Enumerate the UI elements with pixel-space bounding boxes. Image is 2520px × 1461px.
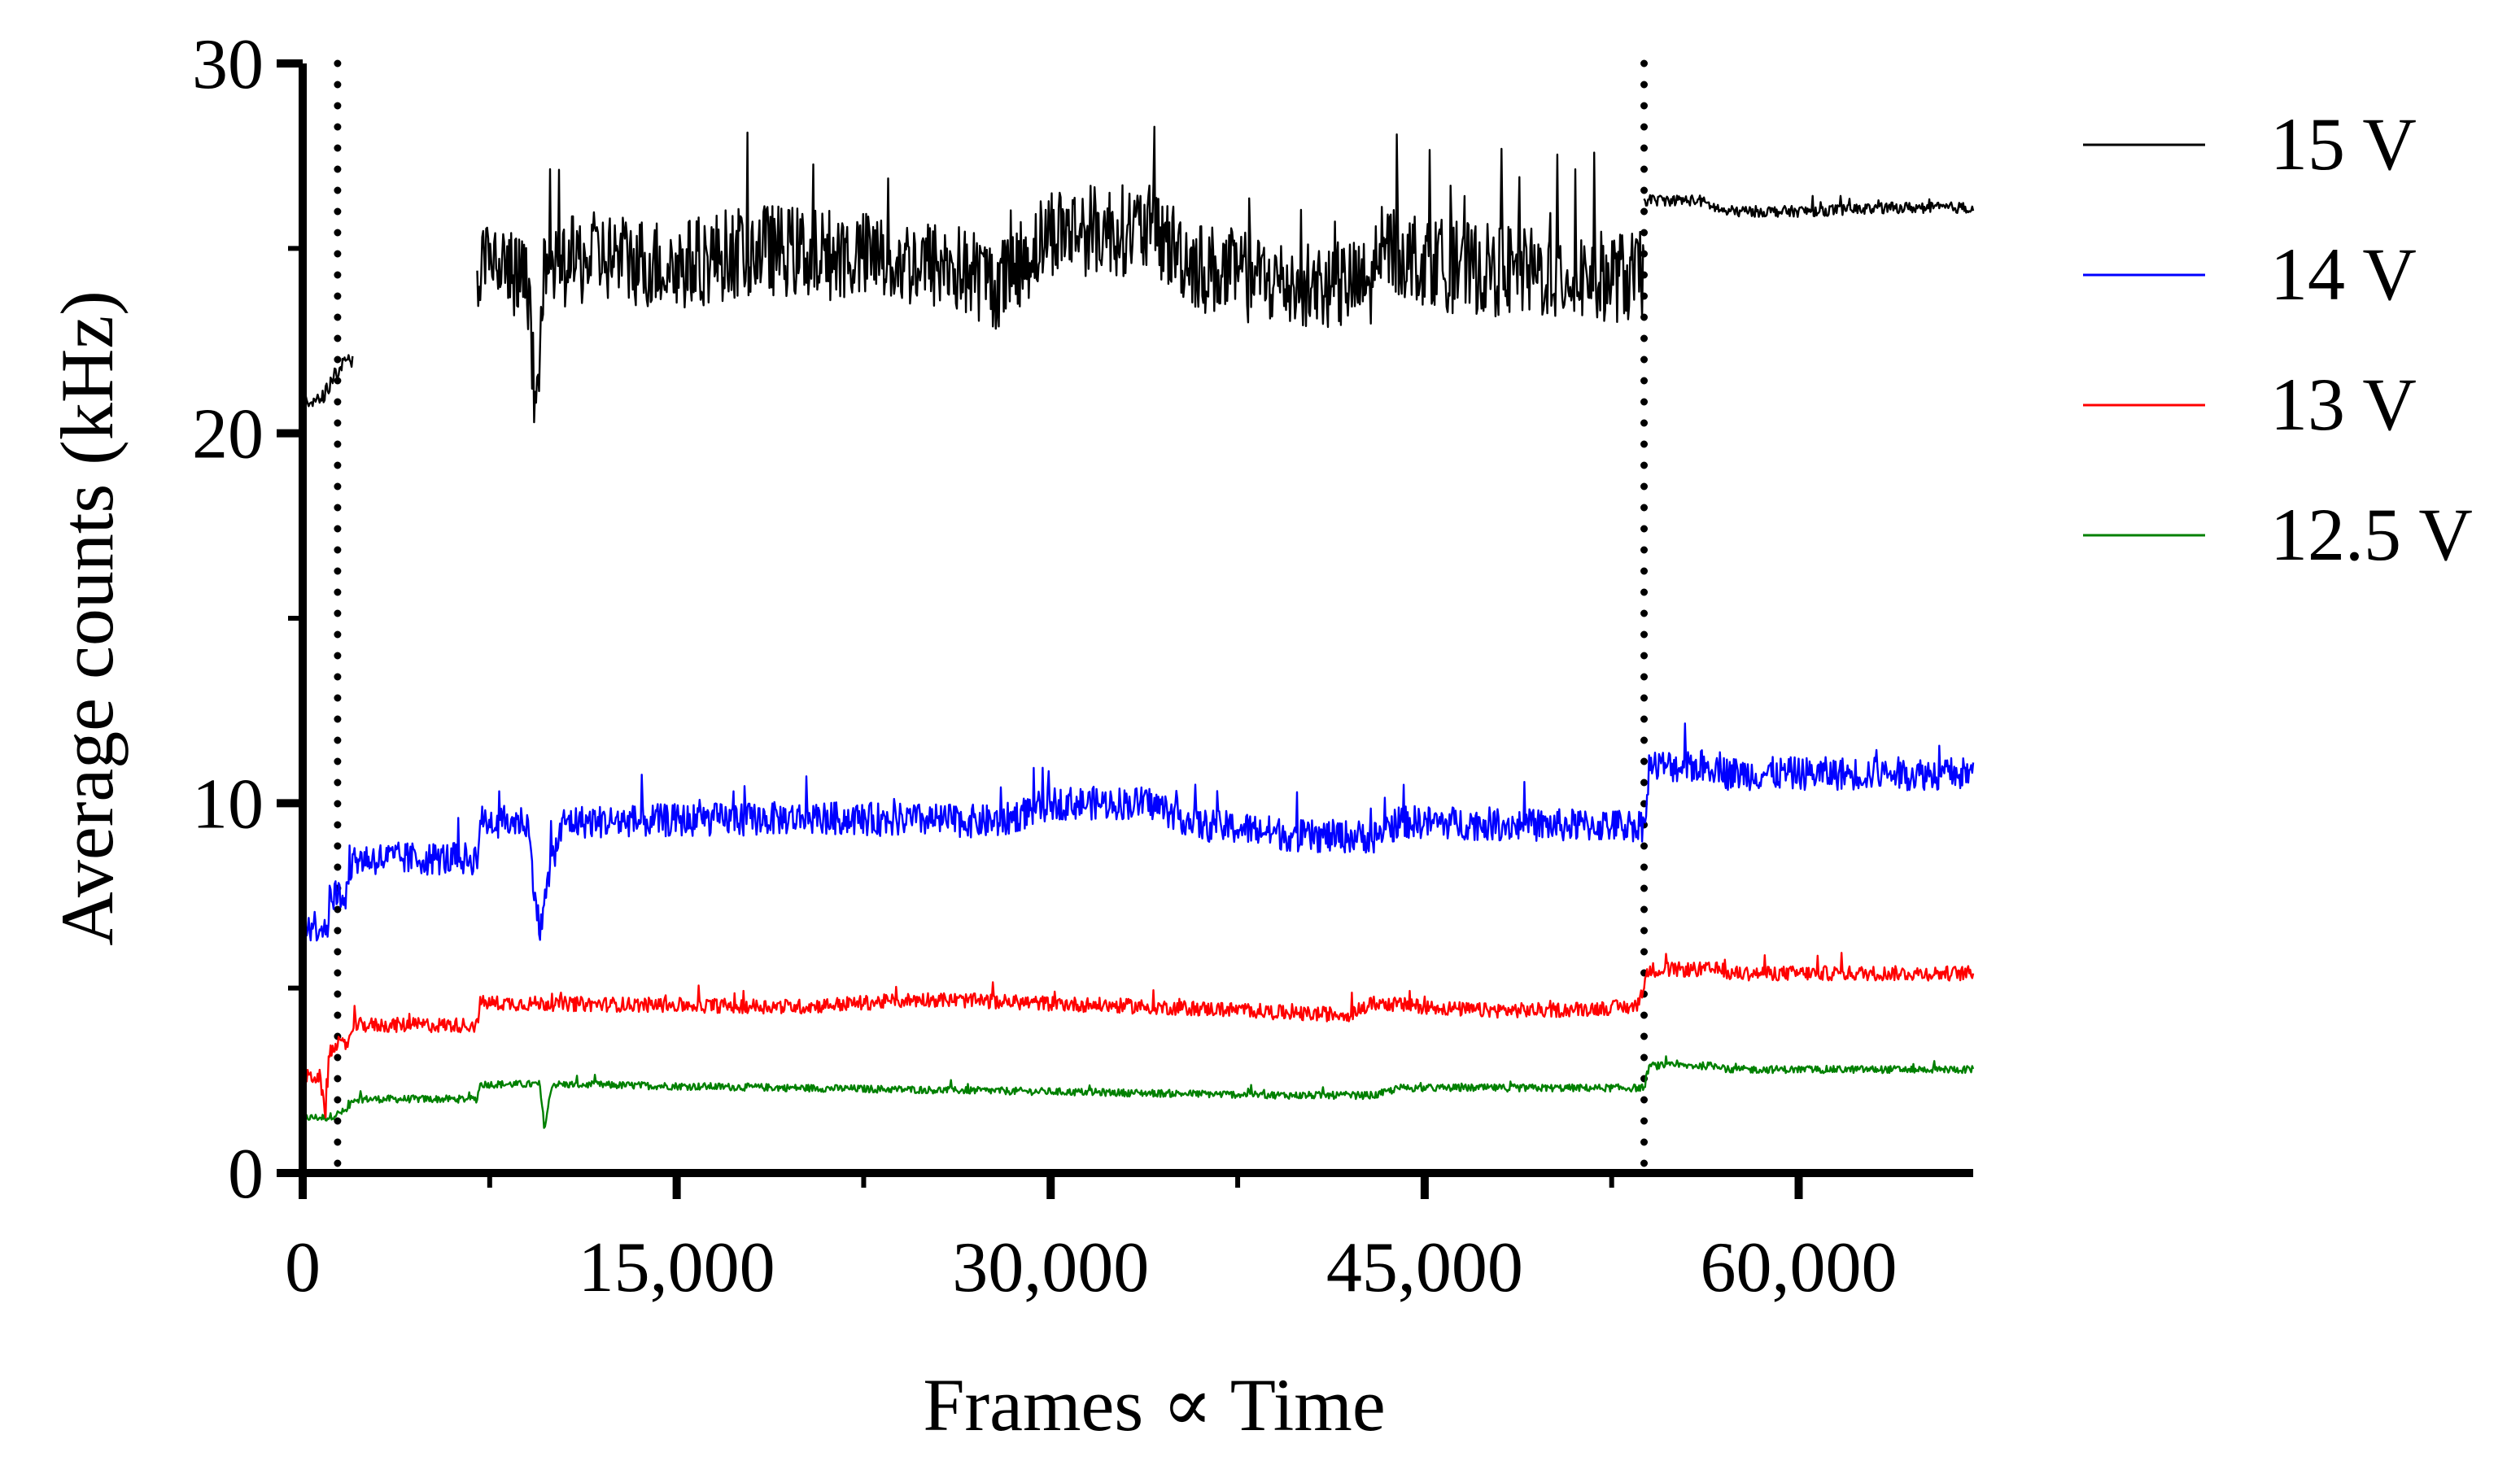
legend-label: 14 V [2270,233,2417,316]
series-13-v [301,952,1975,1119]
series-line [476,125,1645,424]
series-12-5-v [301,1055,1975,1129]
series-15-v [301,125,1975,424]
legend: 15 V 14 V 13 V 12.5 V [2083,102,2473,576]
y-ticks: 0 10 20 30 [192,25,303,1214]
x-ticks: 0 15,000 30,000 45,000 60,000 [285,1173,1898,1307]
x-tick-label: 60,000 [1701,1228,1898,1307]
y-tick-label: 20 [192,395,264,474]
series-line [301,354,354,408]
x-tick-label: 45,000 [1326,1228,1523,1307]
legend-label: 13 V [2270,363,2417,446]
series-line [1643,194,1975,218]
series-14-v [301,722,1975,942]
x-tick-label: 0 [285,1228,321,1307]
legend-label: 15 V [2270,102,2417,185]
axes: 0 15,000 30,000 45,000 60,000 0 10 20 30 [192,25,1973,1307]
series-layer [301,125,1975,1129]
x-tick-label: 30,000 [952,1228,1149,1307]
series-line [301,952,1975,1119]
y-tick-label: 0 [228,1135,264,1214]
series-line [301,722,1975,942]
x-axis-title: Frames ∝ Time [923,1363,1385,1446]
series-line [301,1055,1975,1129]
y-tick-label: 30 [192,25,264,104]
y-axis-title: Average counts (kHz) [46,290,129,946]
legend-label: 12.5 V [2270,493,2473,576]
y-tick-label: 10 [192,765,264,844]
x-tick-label: 15,000 [579,1228,775,1307]
